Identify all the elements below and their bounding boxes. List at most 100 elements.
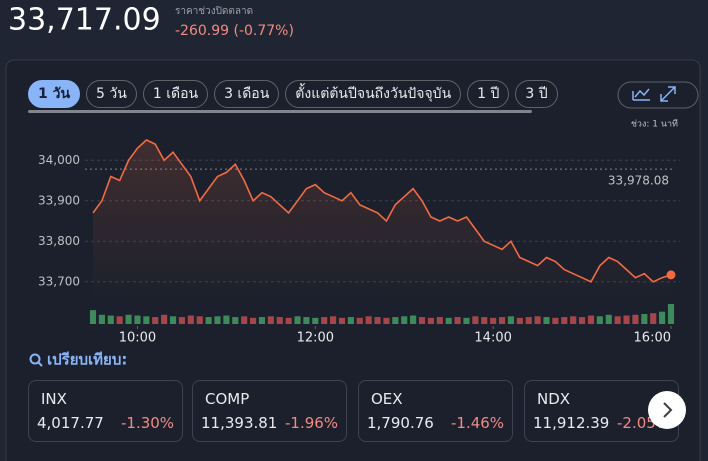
range-tab[interactable]: 3 เดือน [214,80,280,108]
volume-bar [401,316,408,324]
volume-bar [196,316,203,324]
y-tick-label: 33,700 [38,274,80,288]
symbol: OEX [371,390,403,408]
volume-bar [187,315,194,324]
x-tick-label: 16:00 [634,331,671,346]
volume-bar [552,317,559,324]
volume-bar [392,317,399,324]
symbol: NDX [537,390,571,408]
compare-price: 11,912.39 [533,414,610,432]
volume-bar [570,316,577,324]
volume-bar [659,311,666,324]
volume-bar [338,317,346,324]
volume-bar [241,316,248,324]
x-tick-label: 12:00 [297,331,334,346]
compare-card[interactable]: OEX 1,790.76 -1.46% [358,380,513,442]
compare-change: -1.96% [285,414,339,432]
volume-bar [169,316,177,324]
volume-bar [98,314,105,324]
compare-price: 4,017.77 [37,414,104,432]
volume-bar [463,317,470,324]
volume-bar [249,317,257,324]
volume-bar [267,316,274,324]
volume-bar [561,317,568,324]
price: 33,717.09 [8,3,161,38]
scrollbar [28,110,532,113]
y-tick-label: 33,900 [38,193,80,207]
volume-bar [347,317,354,324]
volume-bar [214,316,221,324]
volume-bar [321,317,328,324]
volume-bar [383,317,390,324]
range-tab[interactable]: 5 วัน [86,80,137,108]
range-tab[interactable]: 1 เดือน [142,80,209,108]
compare-icon [29,353,43,367]
volume-bar [285,317,292,324]
price-label: ราคาช่วงปิดตลาด [175,6,253,17]
volume-bar [161,314,168,324]
volume-bar [330,316,337,324]
last-point [666,270,676,280]
range-tabs: 1 วัน 5 วัน 1 เดือน 3 เดือน ตั้งแต่ต้นปีจนถึ… [28,80,698,108]
volume-bar [365,316,372,324]
volume-bar [232,317,239,324]
volume-bar [89,310,97,324]
volume-bar [490,317,497,324]
range-tab[interactable]: 1 ปี [467,80,510,108]
symbol: INX [41,390,67,408]
volume-bar [205,317,212,324]
volume-bar [436,317,443,324]
volume-bar [116,316,123,324]
compare-change: -2.05% [617,414,671,432]
volume-bar [143,316,150,324]
symbol: COMP [205,390,250,408]
volume-bar [374,317,381,324]
volume-bar [516,317,523,324]
range-tab[interactable]: 1 วัน [28,80,81,108]
interval: ช่วง: 1 นาที [631,119,678,130]
volume-bar [418,317,426,324]
volume-bar [587,315,595,324]
compare-title: เปรียบเทียบ: [47,351,127,369]
volume-bar [481,317,488,324]
compare-card[interactable]: NDX 11,912.39 -2.05% [524,380,679,442]
volume-bar [178,317,185,324]
volume-bar [276,317,283,324]
range-tab[interactable]: ตั้งแต่ต้นปีจนถึงวันปัจจุบัน [285,80,462,108]
volume-bar [543,317,550,324]
volume-bar [152,317,159,324]
volume-bar [454,317,461,324]
compare-price: 1,790.76 [367,414,434,432]
volume-bar [445,317,452,324]
compare-card[interactable]: INX 4,017.77 -1.30% [28,380,183,442]
volume-bar [427,317,434,324]
volume-bar [294,316,301,324]
y-tick-label: 34,000 [38,153,80,167]
volume-bar [507,316,515,324]
volume-bar [410,315,417,324]
x-tick-label: 10:00 [119,331,156,346]
range-tab[interactable]: 3 ปี [515,80,558,108]
previous-close-label: 33,978.08 [608,174,669,188]
compare-card[interactable]: COMP 11,393.81 -1.96% [192,380,347,442]
y-tick-label: 33,800 [38,234,80,248]
volume-bar [125,314,132,324]
volume-bar [356,317,363,324]
price-change: -260.99 (-0.77%) [175,23,294,39]
compare-price: 11,393.81 [201,414,278,432]
area-fill [93,140,671,302]
volume-bar [596,316,603,324]
volume-bar [134,315,141,324]
volume-bar [579,317,586,324]
volume-bar [650,313,657,324]
x-tick-label: 14:00 [474,331,511,346]
volume-bar [534,316,541,324]
volume-bar [312,317,319,324]
compare-change: -1.46% [451,414,505,432]
volume-bar [614,316,621,324]
volume-bar [623,315,630,324]
volume-bar [605,314,612,324]
volume-bar [303,317,310,324]
